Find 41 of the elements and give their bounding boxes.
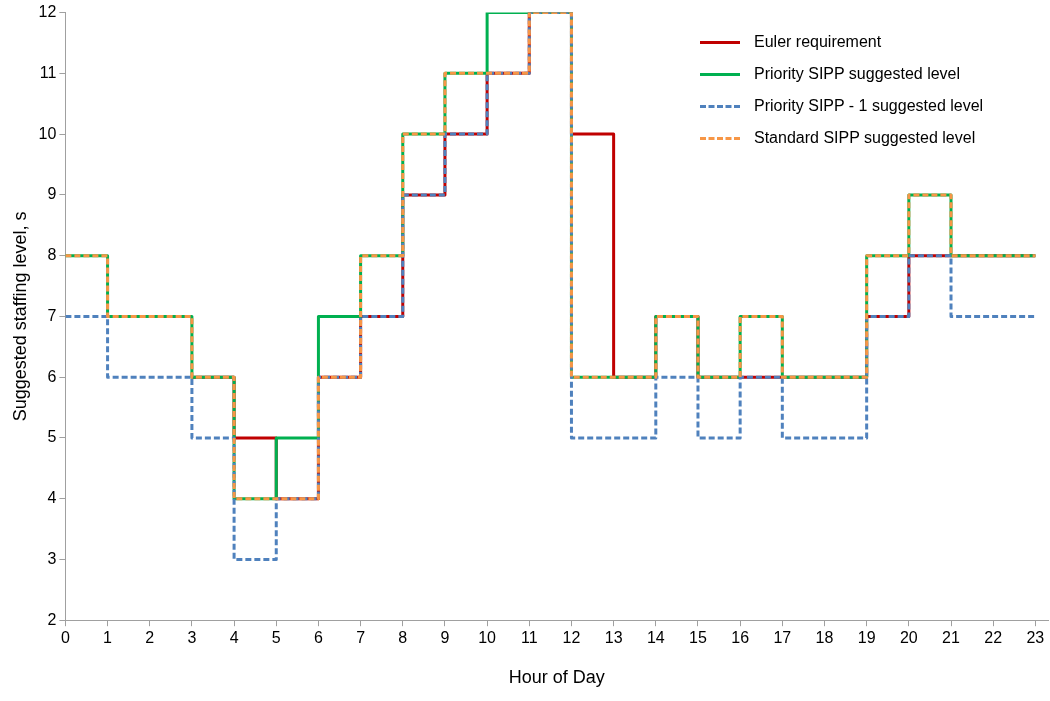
x-tick-label: 3: [187, 629, 197, 647]
y-tick-label: 2: [47, 610, 57, 628]
x-tick-label: 5: [271, 629, 281, 647]
x-tick-label: 18: [815, 629, 834, 647]
y-tick-label: 8: [47, 246, 57, 264]
legend-label: Euler requirement: [754, 33, 882, 51]
y-tick-label: 11: [39, 63, 57, 81]
y-tick-label: 9: [47, 185, 57, 203]
y-tick-label: 7: [47, 306, 57, 324]
x-tick-label: 12: [562, 629, 581, 647]
x-tick-label: 22: [984, 629, 1003, 647]
y-tick-label: 5: [47, 428, 57, 446]
x-tick-label: 0: [60, 629, 70, 647]
legend-label: Standard SIPP suggested level: [754, 129, 976, 147]
x-tick-label: 6: [313, 629, 323, 647]
legend-label: Priority SIPP suggested level: [754, 65, 961, 83]
x-tick-label: 21: [942, 629, 960, 647]
x-tick-label: 14: [646, 629, 665, 647]
x-axis-title: Hour of Day: [508, 667, 605, 688]
x-tick-label: 9: [440, 629, 450, 647]
x-tick-label: 7: [356, 629, 366, 647]
x-tick-label: 15: [689, 629, 707, 647]
legend-label: Priority SIPP - 1 suggested level: [754, 97, 984, 115]
y-tick-label: 4: [47, 489, 57, 507]
y-tick-label: 12: [38, 3, 57, 21]
y-axis-title: Suggested staffing level, s: [9, 211, 30, 422]
x-tick-label: 4: [229, 629, 239, 647]
x-tick-label: 1: [103, 629, 113, 647]
x-tick-label: 17: [773, 629, 792, 647]
x-tick-label: 11: [520, 629, 538, 647]
x-tick-label: 8: [398, 629, 408, 647]
y-tick-label: 6: [47, 367, 57, 385]
x-tick-label: 16: [731, 629, 750, 647]
x-tick-label: 10: [478, 629, 497, 647]
x-tick-label: 23: [1026, 629, 1045, 647]
x-tick-label: 13: [604, 629, 623, 647]
x-tick-label: 19: [857, 629, 876, 647]
y-tick-label: 3: [47, 549, 57, 567]
y-tick-label: 10: [38, 124, 57, 142]
x-tick-label: 2: [145, 629, 155, 647]
x-tick-label: 20: [899, 629, 918, 647]
